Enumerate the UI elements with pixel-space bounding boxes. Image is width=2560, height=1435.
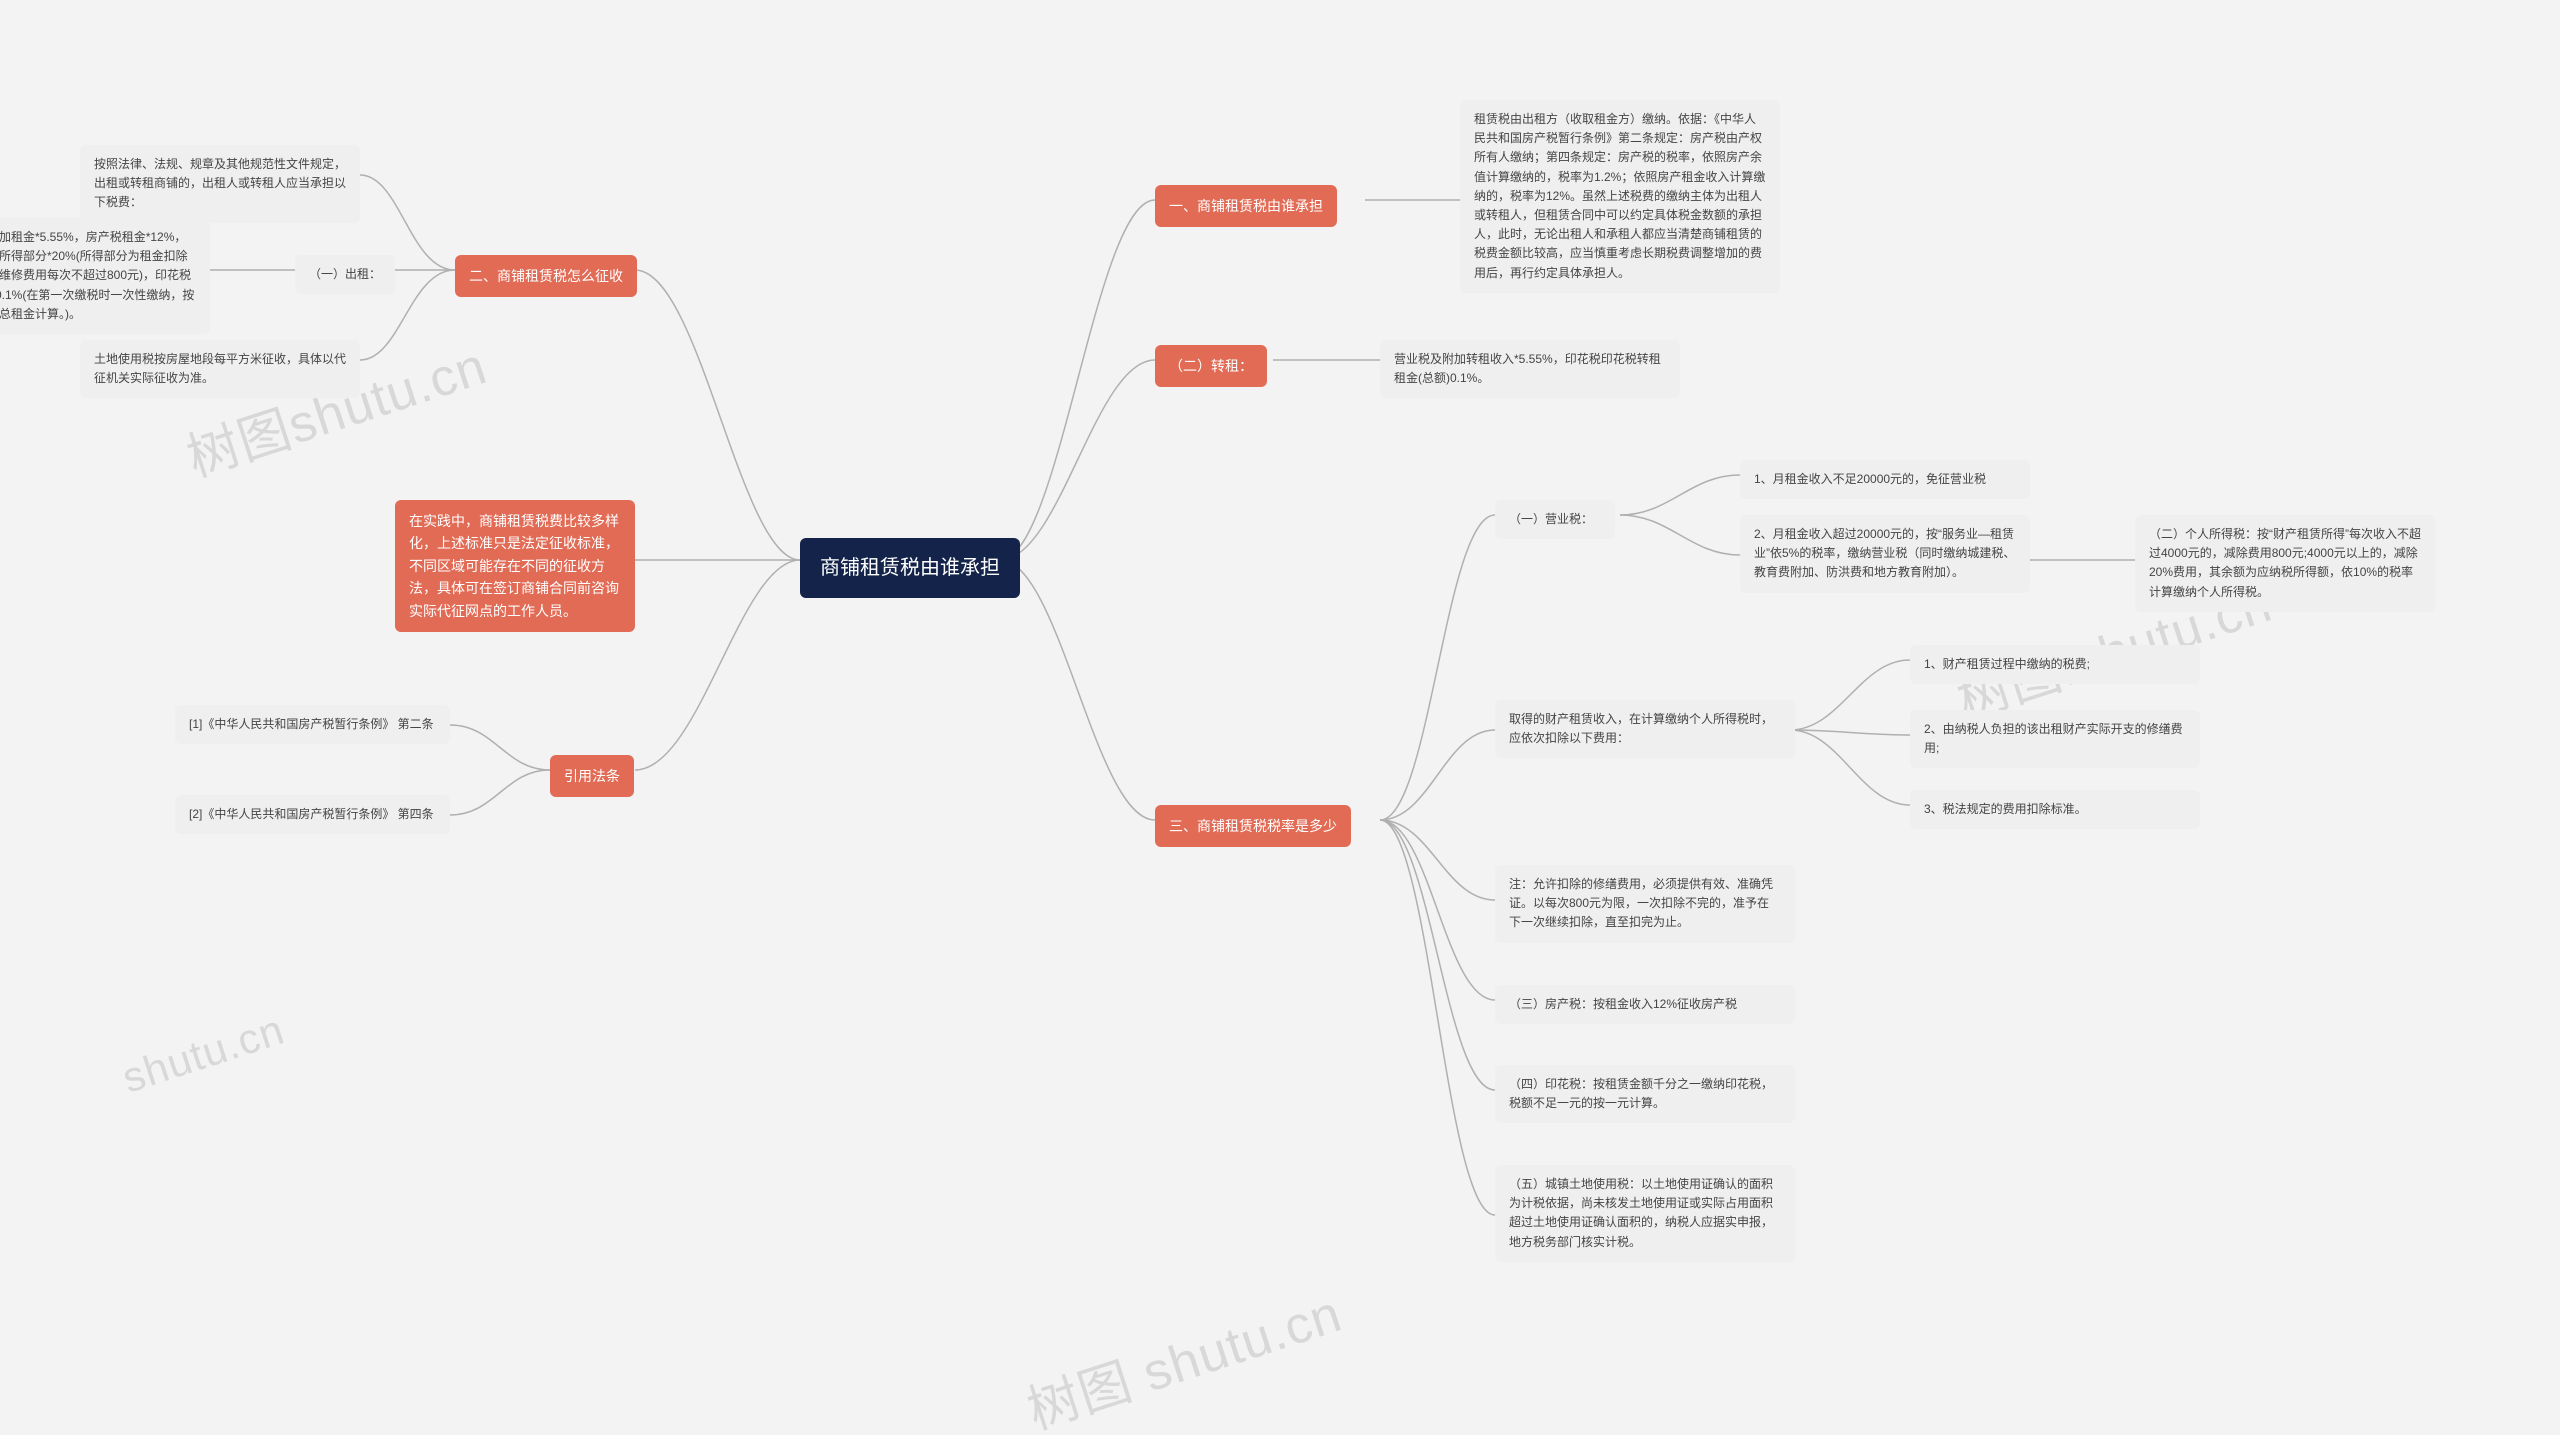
tudi-left: 土地使用税按房屋地段每平方米征收，具体以代征机关实际征收为准。 <box>80 340 360 398</box>
yyshui-item2: 2、月租金收入超过20000元的，按“服务业—租赁业”依5%的税率，缴纳营业税（… <box>1740 515 2030 593</box>
chuzu-label: （一）出租： <box>295 255 395 294</box>
qude-item1: 1、财产租赁过程中缴纳的税费; <box>1910 645 2200 684</box>
section-1[interactable]: 一、商铺租赁税由谁承担 <box>1155 185 1337 227</box>
section-3[interactable]: 三、商铺租赁税税率是多少 <box>1155 805 1351 847</box>
qude-item3: 3、税法规定的费用扣除标准。 <box>1910 790 2200 829</box>
qude-item2: 2、由纳税人负担的该出租财产实际开支的修缮费用; <box>1910 710 2200 768</box>
anzhao: 按照法律、法规、规章及其他规范性文件规定，出租或转租商铺的，出租人或转租人应当承… <box>80 145 360 223</box>
tudi-right: （五）城镇土地使用税：以土地使用证确认的面积为计税依据，尚未核发土地使用证或实际… <box>1495 1165 1795 1262</box>
yyshui-label: （一）营业税： <box>1495 500 1615 539</box>
ref-item1: [1]《中华人民共和国房产税暂行条例》 第二条 <box>175 705 450 744</box>
section-sublet[interactable]: （二）转租： <box>1155 345 1267 387</box>
qude-label: 取得的财产租赁收入，在计算缴纳个人所得税时，应依次扣除以下费用： <box>1495 700 1795 758</box>
watermark: shutu.cn <box>117 1005 290 1102</box>
highlight-note: 在实践中，商铺租赁税费比较多样化，上述标准只是法定征收标准，不同区域可能存在不同… <box>395 500 635 632</box>
gerensuo: （二）个人所得税：按“财产租赁所得”每次收入不超过4000元的，减除费用800元… <box>2135 515 2435 612</box>
yinhuashui: （四）印花税：按租赁金额千分之一缴纳印花税，税额不足一元的按一元计算。 <box>1495 1065 1795 1123</box>
ref-item2: [2]《中华人民共和国房产税暂行条例》 第四条 <box>175 795 450 834</box>
mindmap-canvas: 树图shutu.cn 树图 shutu.cn 树图.shutu.cn shutu… <box>0 0 2560 1435</box>
section-ref[interactable]: 引用法条 <box>550 755 634 797</box>
fangchanshui: （三）房产税：按租金收入12%征收房产税 <box>1495 985 1795 1024</box>
section-1-detail: 租赁税由出租方（收取租金方）缴纳。依据：《中华人民共和国房产税暂行条例》第二条规… <box>1460 100 1780 293</box>
section-sublet-detail: 营业税及附加转租收入*5.55%，印花税印花税转租租金(总额)0.1%。 <box>1380 340 1680 398</box>
section-2[interactable]: 二、商铺租赁税怎么征收 <box>455 255 637 297</box>
chuzu-detail: 营业税及附加租金*5.55%，房产税租金*12%，个人所得税所得部分*20%(所… <box>0 218 210 334</box>
root-node[interactable]: 商铺租赁税由谁承担 <box>800 538 1020 598</box>
yyshui-item1: 1、月租金收入不足20000元的，免征营业税 <box>1740 460 2030 499</box>
watermark: 树图 shutu.cn <box>1016 1271 1349 1435</box>
note: 注：允许扣除的修缮费用，必须提供有效、准确凭证。以每次800元为限，一次扣除不完… <box>1495 865 1795 943</box>
